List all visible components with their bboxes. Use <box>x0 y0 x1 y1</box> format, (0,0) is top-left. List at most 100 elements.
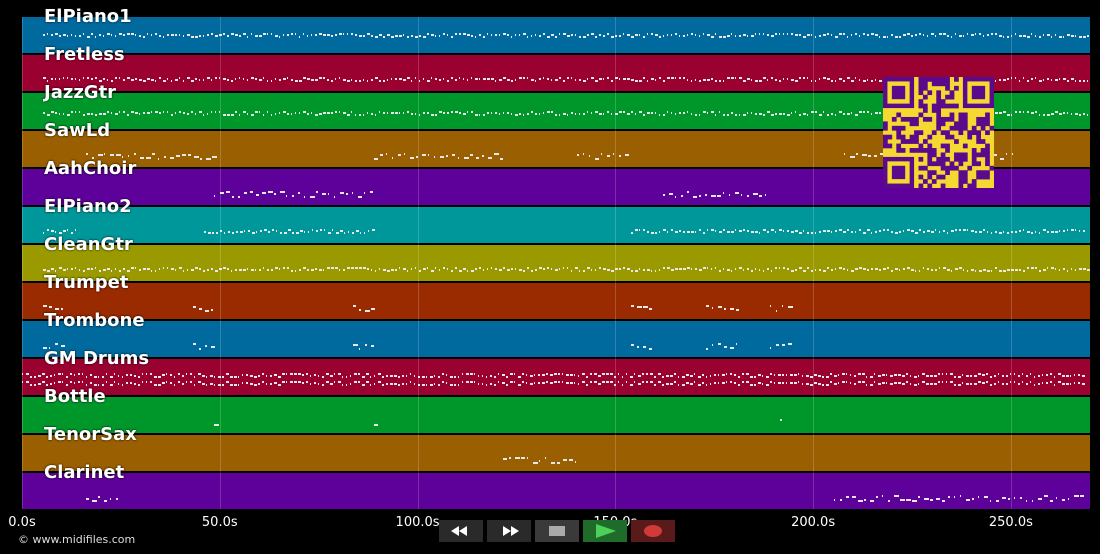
note-mark <box>1083 80 1086 82</box>
note-mark <box>346 384 347 386</box>
note-mark <box>59 267 63 269</box>
note-mark <box>403 34 405 36</box>
note-mark <box>446 382 447 384</box>
note-mark <box>1042 382 1043 384</box>
note-mark <box>275 267 279 269</box>
note-mark <box>83 114 86 116</box>
stop-button[interactable] <box>535 520 579 542</box>
note-mark <box>1063 36 1065 38</box>
note-mark <box>339 269 341 271</box>
note-mark <box>839 499 842 501</box>
note-mark <box>335 232 339 234</box>
note-mark <box>735 309 739 311</box>
note-mark <box>86 153 89 155</box>
note-mark <box>543 77 545 79</box>
note-mark <box>758 232 760 234</box>
note-mark <box>318 383 319 385</box>
note-mark <box>627 113 631 115</box>
note-mark <box>331 267 335 269</box>
note-mark <box>730 381 732 383</box>
note-mark <box>392 157 394 159</box>
note-mark <box>95 114 98 116</box>
note-mark <box>263 33 267 35</box>
note-mark <box>231 33 235 35</box>
note-mark <box>115 113 119 115</box>
note-mark <box>470 373 473 375</box>
note-mark <box>210 375 213 377</box>
note-mark <box>359 267 363 269</box>
note-mark <box>523 33 527 35</box>
record-button[interactable] <box>631 520 675 542</box>
note-mark <box>192 306 196 308</box>
note-mark <box>587 34 590 36</box>
note-mark <box>258 383 260 385</box>
note-mark <box>631 111 634 113</box>
note-mark <box>359 309 362 311</box>
note-mark <box>738 384 740 386</box>
note-mark <box>61 345 66 347</box>
note-mark <box>223 114 227 116</box>
play-button[interactable] <box>583 520 627 542</box>
note-mark <box>334 196 336 198</box>
note-mark <box>363 232 365 234</box>
note-mark <box>590 373 592 375</box>
note-mark <box>323 77 326 79</box>
note-mark <box>750 384 753 386</box>
note-mark <box>343 269 346 271</box>
rewind-button[interactable] <box>439 520 483 542</box>
note-mark <box>267 269 270 271</box>
note-mark <box>1042 229 1046 231</box>
note-mark <box>850 231 853 233</box>
note-mark <box>427 33 430 35</box>
note-mark <box>666 375 669 377</box>
note-mark <box>263 229 267 231</box>
note-mark <box>431 114 435 116</box>
note-mark <box>487 33 489 35</box>
note-mark <box>959 35 963 37</box>
note-mark <box>795 34 799 36</box>
note-mark <box>851 112 853 114</box>
note-mark <box>1007 269 1011 271</box>
note-mark <box>518 376 521 378</box>
note-mark <box>614 384 616 386</box>
fast-forward-button[interactable] <box>487 520 531 542</box>
note-mark <box>526 382 527 384</box>
note-mark <box>1067 498 1069 500</box>
note-mark <box>439 269 441 271</box>
note-mark <box>83 77 85 79</box>
note-mark <box>939 267 941 269</box>
note-mark <box>647 33 649 35</box>
note-mark <box>599 78 603 80</box>
note-mark <box>674 231 678 233</box>
note-mark <box>515 79 517 81</box>
note-mark <box>714 230 716 232</box>
note-mark <box>636 346 639 348</box>
note-mark <box>1001 497 1006 499</box>
note-mark <box>770 229 774 231</box>
note-mark <box>399 112 401 114</box>
note-mark <box>451 270 454 272</box>
note-mark <box>735 77 737 79</box>
track-label: Trumpet <box>44 272 129 293</box>
note-mark <box>404 153 406 155</box>
note-mark <box>87 77 90 79</box>
note-mark <box>691 113 693 115</box>
note-mark <box>570 374 573 376</box>
note-mark <box>982 229 985 231</box>
note-mark <box>334 373 335 375</box>
note-mark <box>190 381 192 383</box>
note-mark <box>755 113 758 115</box>
note-mark <box>379 80 382 82</box>
note-mark <box>914 232 918 234</box>
note-mark <box>354 381 357 383</box>
note-mark <box>1030 232 1033 234</box>
note-mark <box>171 268 175 270</box>
note-mark <box>206 158 212 160</box>
note-mark <box>970 383 972 385</box>
note-mark <box>350 383 351 385</box>
note-mark <box>890 383 893 385</box>
note-mark <box>715 267 717 269</box>
note-mark <box>418 376 420 378</box>
note-mark <box>1046 382 1048 384</box>
note-mark <box>47 270 51 272</box>
